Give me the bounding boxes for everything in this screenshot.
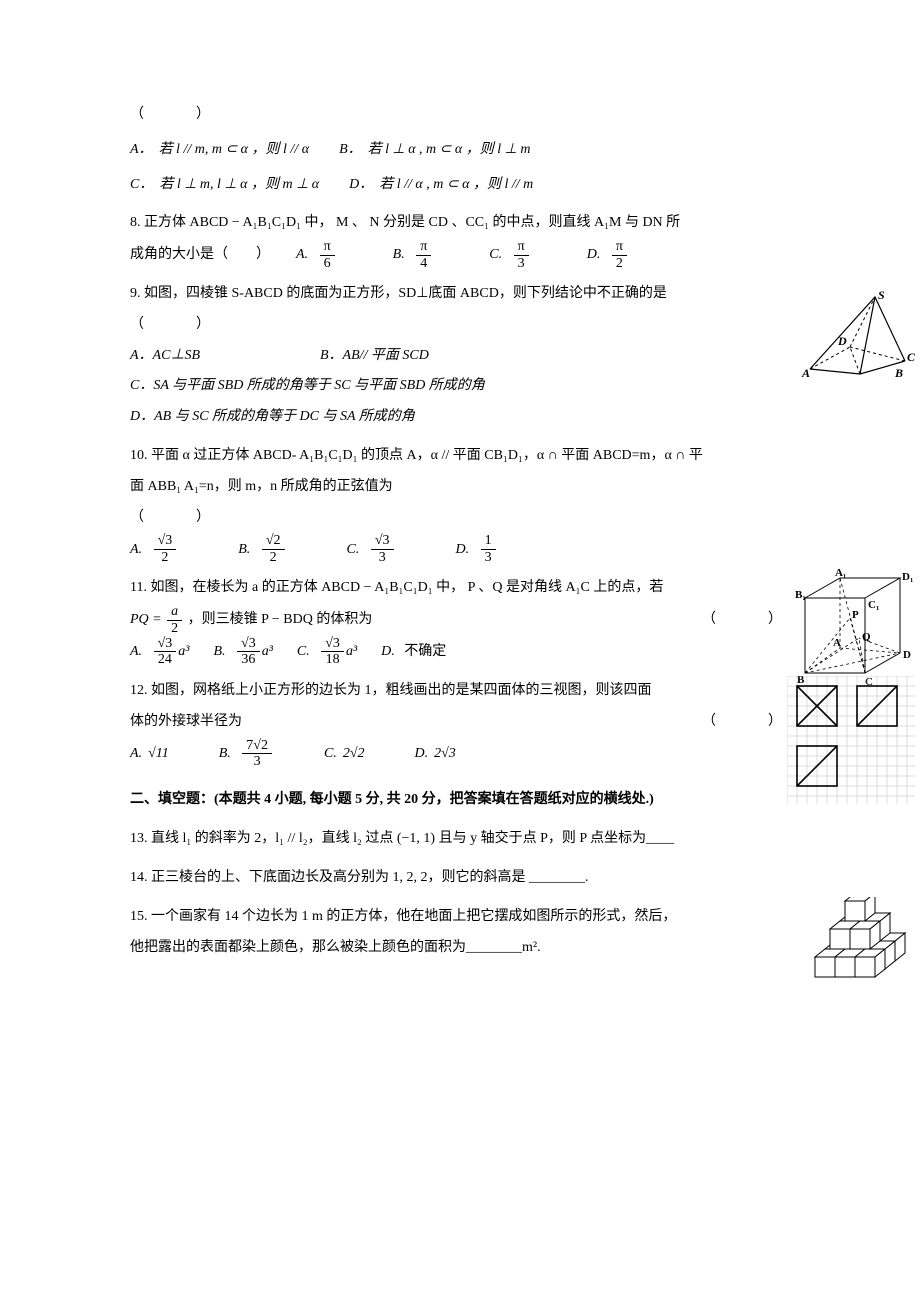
question-13: 13. 直线 l₁ 的斜率为 2，l₁ // l₂，直线 l₂ 过点 (−1, … (130, 824, 790, 855)
frac: π2 (612, 239, 627, 271)
section-2-title: 二、填空题：(本题共 4 小题, 每小题 5 分, 共 20 分，把答案填在答题… (130, 785, 790, 816)
question-7: （ ） A．若 l // m, m ⊂ α ，则 l // α B．若 l ⊥ … (130, 100, 790, 200)
q15-a: 15. 一个画家有 14 个边长为 1 m 的正方体，他在地面上把它摆成如图所示… (130, 902, 790, 933)
q15-b: 他把露出的表面都染上颜色，那么被染上颜色的面积为________m². (130, 933, 790, 964)
option-c: C. √318a³ (297, 636, 357, 668)
q12-paren: （ ） (702, 707, 790, 738)
option-a: A. √324a³ (130, 636, 189, 668)
q10-paren: （ ） (130, 503, 790, 534)
option-c: C. π3 (489, 239, 530, 271)
q10-stem-b: 面 ABB₁ A₁=n，则 m，n 所成角的正弦值为 (130, 472, 790, 503)
svg-text:D: D (903, 649, 911, 661)
q10-stem-a: 10. 平面 α 过正方体 ABCD- A₁B₁C₁D₁ 的顶点 A，α // … (130, 441, 790, 472)
q7-paren: （ ） (130, 100, 790, 131)
option-c: C.2√2 (324, 739, 365, 770)
question-12: 12. 如图，网格纸上小正方形的边长为 1，粗线画出的是某四面体的三视图，则该四… (130, 676, 790, 770)
option-c: C. √33 (347, 533, 396, 565)
svg-text:B: B (894, 366, 903, 379)
q9-paren: （ ） (130, 310, 790, 341)
option-b: B. 7√23 (219, 738, 274, 770)
figure-q11: B₁ A₁ D₁ C₁ B A D C P Q (795, 568, 915, 688)
question-8: 8. 正方体 ABCD − A₁B₁C₁D₁ 中， M 、 N 分别是 CD 、… (130, 208, 790, 271)
q11-options: A. √324a³ B. √336a³ C. √318a³ D. 不确定 (130, 636, 790, 668)
q12-options: A.√11 B. 7√23 C.2√2 D.2√3 (130, 738, 790, 770)
option-b: B．AB// 平面 SCD (320, 341, 429, 372)
svg-text:P: P (852, 609, 859, 621)
q12-stem-a: 12. 如图，网格纸上小正方形的边长为 1，粗线画出的是某四面体的三视图，则该四… (130, 676, 790, 707)
option-c: C．SA 与平面 SBD 所成的角等于 SC 与平面 SBD 所成的角 (130, 371, 790, 402)
question-15: 15. 一个画家有 14 个边长为 1 m 的正方体，他在地面上把它摆成如图所示… (130, 902, 790, 964)
question-9: 9. 如图，四棱锥 S-ABCD 的底面为正方形，SD⊥底面 ABCD，则下列结… (130, 279, 790, 433)
option-b: B. √22 (238, 533, 286, 565)
q12-stem-b: 体的外接球半径为 (130, 707, 242, 738)
svg-text:D: D (837, 334, 847, 348)
option-a: A. π6 (296, 239, 337, 271)
pyramid-icon: S A B C D (800, 289, 915, 379)
figure-q9: S A B C D (800, 289, 915, 379)
option-b: B．若 l ⊥ α , m ⊂ α ，则 l ⊥ m (339, 135, 530, 166)
svg-text:C₁: C₁ (868, 599, 879, 611)
option-a: A.√11 (130, 739, 169, 770)
figure-q12 (787, 676, 915, 804)
q12-stem-b-row: 体的外接球半径为 （ ） (130, 707, 790, 738)
option-b: B. √336a³ (213, 636, 272, 668)
q7-row2: C．若 l ⊥ m, l ⊥ α ，则 m ⊥ α D．若 l // α , m… (130, 170, 790, 201)
option-c: C．若 l ⊥ m, l ⊥ α ，则 m ⊥ α (130, 170, 319, 201)
figure-q15 (805, 897, 915, 992)
q11-stem-a: 11. 如图，在棱长为 a 的正方体 ABCD − A₁B₁C₁D₁ 中， P … (130, 573, 790, 604)
svg-text:C: C (907, 350, 915, 364)
svg-text:A: A (801, 366, 810, 379)
option-d: D．AB 与 SC 所成的角等于 DC 与 SA 所成的角 (130, 402, 790, 433)
q8-stem-b: 成角的大小是（ ） (130, 240, 270, 271)
question-10: 10. 平面 α 过正方体 ABCD- A₁B₁C₁D₁ 的顶点 A，α // … (130, 441, 790, 565)
option-b: B. π4 (393, 239, 434, 271)
option-a: A. √32 (130, 533, 178, 565)
option-d: D. 不确定 (381, 637, 446, 668)
frac: π3 (514, 239, 529, 271)
svg-text:Q: Q (862, 631, 871, 643)
option-d: D.2√3 (415, 739, 456, 770)
q7-row1: A．若 l // m, m ⊂ α ，则 l // α B．若 l ⊥ α , … (130, 135, 790, 166)
svg-text:D₁: D₁ (902, 571, 913, 583)
option-d: D．若 l // α , m ⊂ α ，则 l // m (349, 170, 533, 201)
q11-paren: （ ） (702, 605, 790, 636)
option-d: D. π2 (587, 239, 629, 271)
q9-row-ab: A．AC⊥SB B．AB// 平面 SCD (130, 341, 790, 372)
frac: π6 (320, 239, 335, 271)
q8-stem-a: 8. 正方体 ABCD − A₁B₁C₁D₁ 中， M 、 N 分别是 CD 、… (130, 208, 790, 239)
question-14: 14. 正三棱台的上、下底面边长及高分别为 1, 2, 2，则它的斜高是 ___… (130, 863, 790, 894)
svg-text:A₁: A₁ (835, 568, 846, 579)
q9-stem: 9. 如图，四棱锥 S-ABCD 的底面为正方形，SD⊥底面 ABCD，则下列结… (130, 279, 790, 310)
frac: π4 (416, 239, 431, 271)
svg-text:B₁: B₁ (795, 589, 806, 601)
cube-icon: B₁ A₁ D₁ C₁ B A D C P Q (795, 568, 915, 688)
grid-views-icon (787, 676, 915, 804)
stacked-cubes-icon (805, 897, 915, 992)
svg-text:A: A (833, 637, 841, 649)
q11-stem-b-row: PQ = a2 ，则三棱锥 P − BDQ 的体积为 （ ） (130, 604, 790, 636)
option-d: D. 13 (456, 533, 498, 565)
q10-options: A. √32 B. √22 C. √33 D. 13 (130, 533, 790, 565)
option-a: A．AC⊥SB (130, 341, 200, 372)
question-11: 11. 如图，在棱长为 a 的正方体 ABCD − A₁B₁C₁D₁ 中， P … (130, 573, 790, 668)
option-a: A．若 l // m, m ⊂ α ，则 l // α (130, 135, 309, 166)
svg-text:S: S (878, 289, 885, 302)
q8-row: 成角的大小是（ ） A. π6 B. π4 C. π3 D. π2 (130, 239, 790, 271)
